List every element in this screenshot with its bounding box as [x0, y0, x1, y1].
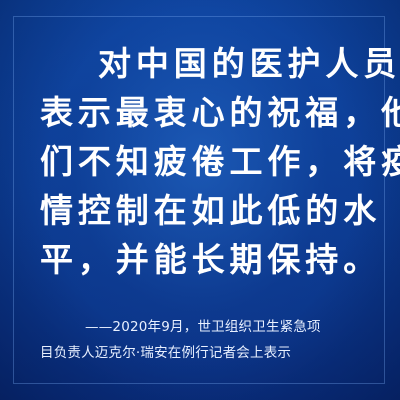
quote-text: 对中国的医护人员 表示最衷心的祝福，他 们不知疲倦工作，将疫 情控制在如此低的水… [40, 39, 400, 284]
attribution: ——2020年9月，世卫组织卫生紧急项 目负责人迈克尔·瑞安在例行记者会上表示 [40, 314, 370, 366]
quote-line-2: 表示最衷心的祝福，他 [40, 93, 400, 132]
attribution-line-1: ——2020年9月，世卫组织卫生紧急项 [85, 319, 321, 335]
quote-line-4: 情控制在如此低的水 [40, 191, 382, 230]
quote-line-1: 对中国的医护人员 [98, 44, 400, 83]
quote-line-3: 们不知疲倦工作，将疫 [40, 142, 400, 181]
quote-line-5: 平，并能长期保持。 [40, 240, 382, 279]
attribution-line-2: 目负责人迈克尔·瑞安在例行记者会上表示 [40, 345, 292, 361]
